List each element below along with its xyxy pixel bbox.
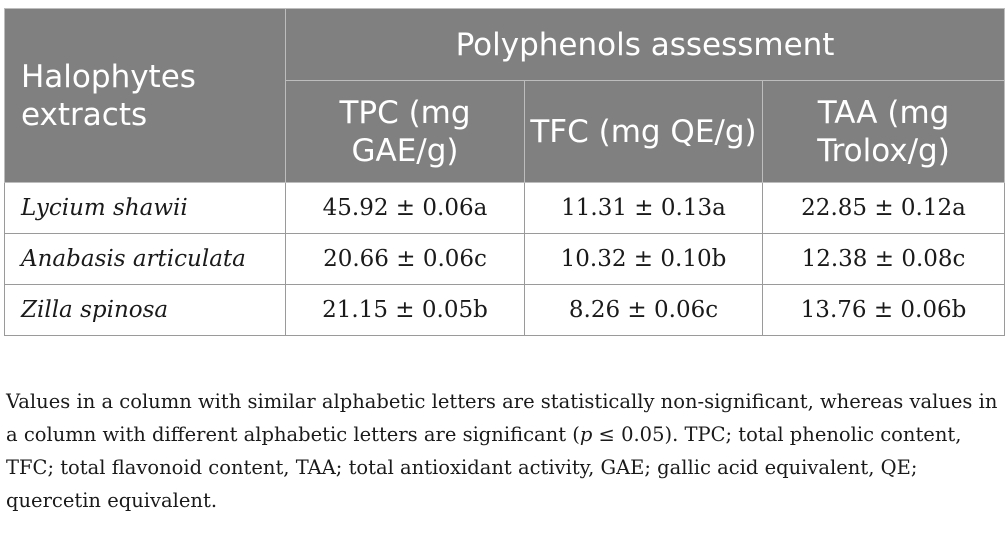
corner-header: Halophytes extracts	[4, 8, 286, 183]
cell-taa: 12.38 ± 0.08c	[761, 233, 1005, 285]
footnote-p-symbol: p	[579, 423, 593, 446]
row-name: Anabasis articulata	[4, 233, 286, 285]
table-row: Anabasis articulata 20.66 ± 0.06c 10.32 …	[4, 233, 1005, 285]
footnote-text-2: ≤ 0.05). TPC; total phenolic content, TF…	[6, 423, 962, 512]
cell-taa: 13.76 ± 0.06b	[761, 284, 1005, 336]
data-table-container: Halophytes extracts Polyphenols assessme…	[4, 8, 1005, 336]
header-row-group: Halophytes extracts Polyphenols assessme…	[4, 8, 1005, 183]
column-header-tpc: TPC (mg GAE/g)	[285, 80, 525, 183]
cell-tpc: 21.15 ± 0.05b	[285, 284, 525, 336]
table-row: Zilla spinosa 21.15 ± 0.05b 8.26 ± 0.06c…	[4, 284, 1005, 336]
cell-tfc: 11.31 ± 0.13a	[524, 182, 763, 234]
polyphenols-table: Halophytes extracts Polyphenols assessme…	[4, 8, 1005, 336]
cell-taa: 22.85 ± 0.12a	[761, 182, 1005, 234]
group-header: Polyphenols assessment	[284, 8, 1005, 81]
cell-tpc: 45.92 ± 0.06a	[285, 182, 525, 234]
row-name: Zilla spinosa	[4, 284, 286, 336]
column-header-taa: TAA (mg Trolox/g)	[761, 80, 1005, 183]
cell-tfc: 8.26 ± 0.06c	[524, 284, 763, 336]
footnote-text-1: Values in a column with similar alphabet…	[6, 390, 998, 446]
table-footnote: Values in a column with similar alphabet…	[6, 385, 1001, 517]
row-name: Lycium shawii	[4, 182, 286, 234]
column-header-tfc: TFC (mg QE/g)	[524, 80, 763, 183]
header-row-columns: TPC (mg GAE/g) TFC (mg QE/g) TAA (mg Tro…	[5, 80, 1005, 183]
cell-tpc: 20.66 ± 0.06c	[285, 233, 525, 285]
table-row: Lycium shawii 45.92 ± 0.06a 11.31 ± 0.13…	[4, 182, 1005, 234]
cell-tfc: 10.32 ± 0.10b	[524, 233, 763, 285]
